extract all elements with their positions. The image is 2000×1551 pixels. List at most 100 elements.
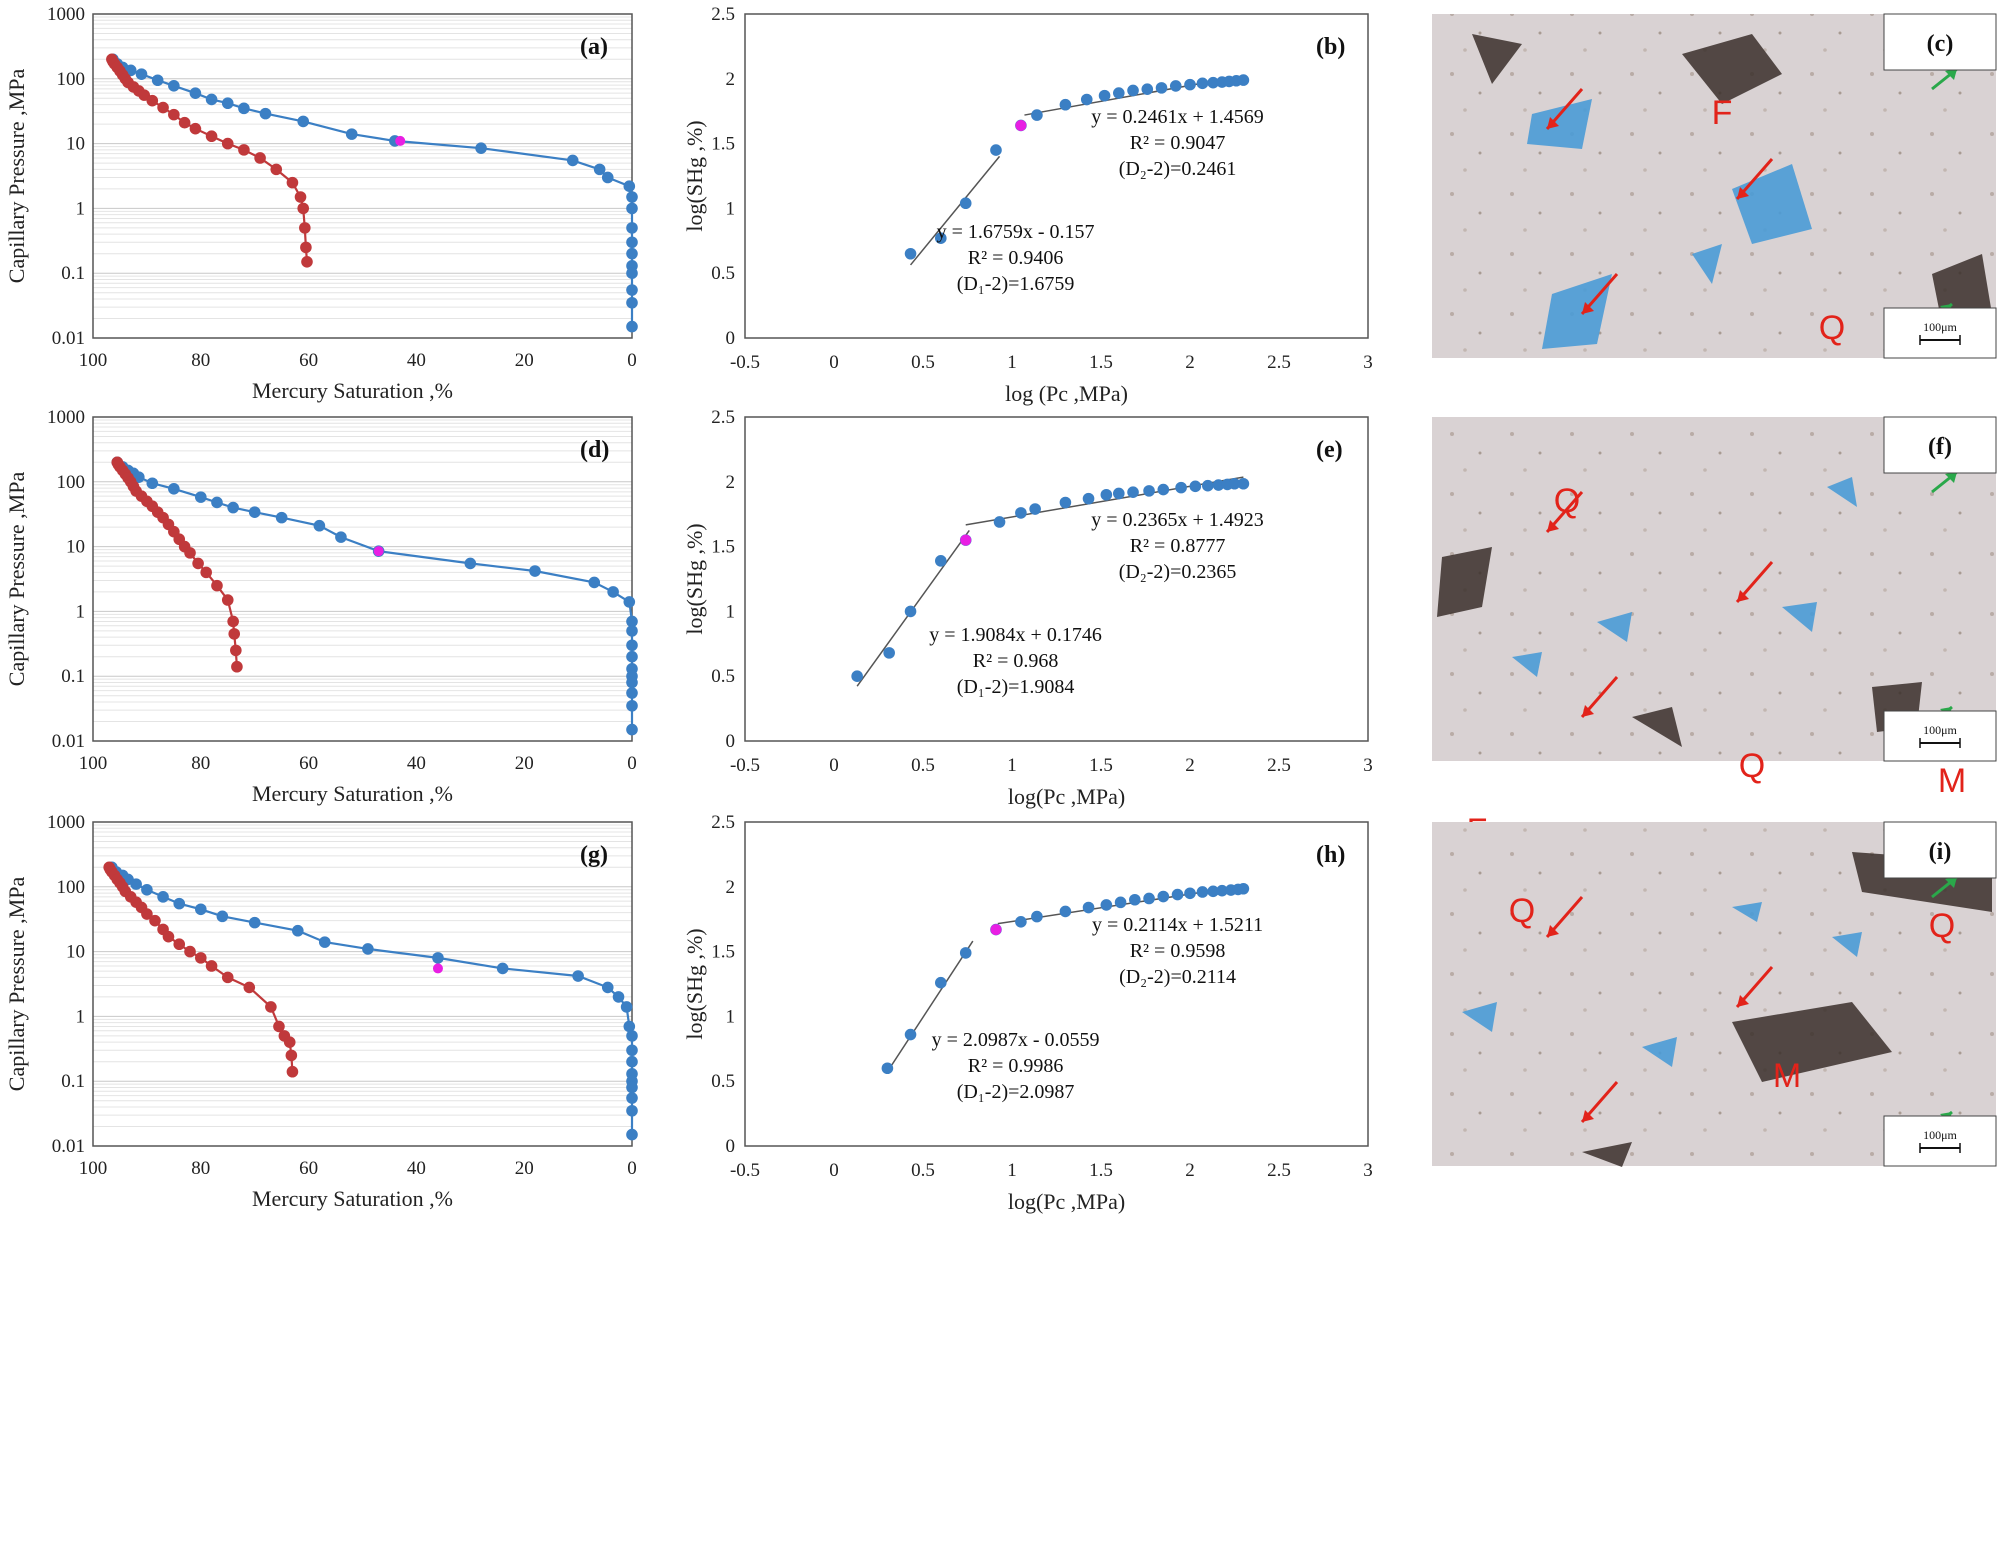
extrusion-point — [299, 222, 311, 234]
extrusion-point — [149, 914, 161, 927]
data-point — [1184, 78, 1196, 91]
dark-matrix — [1732, 1002, 1892, 1082]
x-tick-label: 80 — [191, 1158, 210, 1179]
intrusion-point — [297, 115, 310, 128]
scale-bar-box — [1883, 307, 1997, 359]
x-tick-label: 2 — [1185, 352, 1195, 373]
capillary-chart-a: 0.01 0.1 1 10 100 1000 100 80 60 40 20 0 Mercury Sat… — [4, 4, 638, 403]
breakpoint-marker — [960, 534, 972, 546]
extrusion-point — [230, 644, 242, 657]
x-tick-label: 1.5 — [1089, 755, 1113, 776]
plot-frame — [744, 416, 1369, 742]
data-point — [1196, 77, 1209, 90]
extrusion-point — [221, 137, 234, 150]
x-axis-label: log(Pc ,MPa) — [1008, 784, 1125, 809]
plot-frame — [744, 821, 1369, 1147]
data-point — [990, 144, 1002, 156]
pore-space — [1462, 1002, 1497, 1032]
micrograph-i: QQMF(i)100μm — [1432, 821, 1997, 1167]
y-axis-label: Capillary Pressure ,MPa — [4, 472, 29, 687]
y-tick-label: 0 — [726, 328, 736, 349]
equation-fit2-line: (D₂-2)=0.2461 — [1119, 158, 1237, 180]
data-point — [1216, 884, 1228, 897]
equation-fit2-line: y = 0.2114x + 1.5211 — [1092, 914, 1263, 936]
y-axis-label: Capillary Pressure ,MPa — [4, 69, 29, 284]
y-tick-label: 1 — [76, 198, 86, 219]
x-tick-label: 80 — [191, 753, 210, 774]
x-tick-label: 1.5 — [1089, 352, 1113, 373]
intrusion-point — [626, 1081, 638, 1094]
mineral-label: Q — [1509, 892, 1535, 930]
y-tick-label: 0.01 — [52, 731, 85, 752]
x-tick-label: 0 — [627, 1158, 637, 1179]
scale-bar-box — [1883, 710, 1997, 762]
y-tick-label: 100 — [57, 877, 86, 898]
x-tick-label: 1.5 — [1089, 1160, 1113, 1181]
intrusion-point — [335, 531, 347, 543]
dark-matrix — [1632, 707, 1682, 747]
data-point — [1114, 896, 1127, 909]
data-point — [1207, 885, 1219, 898]
pore-space — [1827, 477, 1857, 507]
intrusion-point — [626, 1104, 638, 1117]
equation-fit1-line: y = 2.0987x - 0.0559 — [932, 1029, 1100, 1051]
data-point — [1031, 109, 1043, 121]
intrusion-point — [318, 936, 331, 948]
extrusion-point — [173, 938, 186, 951]
panel-label-box — [1883, 13, 1997, 71]
y-tick-label: 100 — [57, 472, 86, 493]
intrusion-curve — [111, 866, 634, 1135]
intrusion-point — [626, 236, 638, 249]
extrusion-point — [205, 130, 218, 143]
data-point — [935, 555, 947, 567]
extrusion-point — [285, 1049, 298, 1062]
data-point — [1113, 87, 1125, 99]
extrusion-point — [286, 176, 299, 189]
intrusion-point — [626, 676, 638, 689]
x-tick-label: 40 — [407, 350, 426, 371]
intrusion-point — [292, 924, 304, 937]
data-point — [1059, 905, 1072, 918]
data-point — [1228, 477, 1241, 490]
mineral-label: Q — [1929, 907, 1955, 945]
data-point — [881, 1062, 894, 1075]
intrusion-point — [626, 1055, 638, 1068]
intrusion-point — [141, 883, 153, 896]
equation-fit2-line: y = 0.2461x + 1.4569 — [1091, 106, 1264, 128]
scale-bar-label: 100μm — [1923, 723, 1957, 737]
pore-space — [1512, 652, 1542, 677]
extrusion-point — [162, 930, 175, 943]
intrusion-point — [173, 897, 186, 910]
y-tick-label: 2.5 — [711, 4, 735, 25]
dark-matrix — [1682, 34, 1782, 104]
mineral-label: M — [1938, 762, 1966, 800]
x-tick-label: -0.5 — [730, 352, 760, 373]
pore-space — [1527, 99, 1592, 149]
data-point — [1196, 886, 1209, 898]
extrusion-point — [205, 960, 218, 972]
fit-line-1 — [886, 940, 974, 1073]
intrusion-point — [623, 180, 636, 193]
x-tick-label: -0.5 — [730, 1160, 760, 1181]
intrusion-point — [168, 79, 180, 92]
x-tick-label: 100 — [79, 350, 108, 371]
intrusion-point — [572, 970, 584, 982]
breakpoint-marker — [373, 546, 384, 557]
data-point — [1143, 485, 1155, 497]
green-arrowhead — [1945, 877, 1957, 888]
data-point — [1237, 477, 1250, 490]
panel-label-box — [1883, 416, 1997, 474]
data-point — [1080, 93, 1093, 106]
data-point — [1141, 83, 1154, 95]
panel-label: (c) — [1927, 31, 1954, 57]
data-point — [935, 232, 947, 245]
capillary-chart-d: 0.01 0.1 1 10 100 1000 100 80 60 40 20 0 Mercury Sat… — [4, 407, 638, 806]
extrusion-point — [221, 594, 234, 606]
plot-frame — [92, 416, 633, 742]
extrusion-point — [178, 116, 191, 129]
y-tick-label: 0 — [726, 731, 736, 752]
x-axis-label: log (Pc ,MPa) — [1005, 381, 1128, 406]
panel-label: (a) — [580, 34, 608, 60]
intrusion-point — [612, 991, 625, 1003]
